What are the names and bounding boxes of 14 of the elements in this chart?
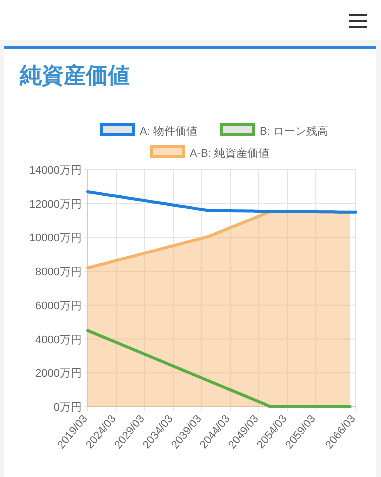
legend-label: A-B: 純資産価値 bbox=[190, 147, 270, 160]
y-tick-label: 6000万円 bbox=[36, 300, 82, 312]
y-tick-label: 0万円 bbox=[54, 402, 82, 414]
y-tick-label: 14000万円 bbox=[29, 165, 82, 177]
legend-label: B: ローン残高 bbox=[260, 125, 328, 138]
y-tick-label: 2000万円 bbox=[36, 368, 82, 380]
line-series bbox=[86, 329, 352, 408]
legend-label: A: 物件価値 bbox=[140, 126, 198, 138]
y-tick-label: 4000万円 bbox=[36, 334, 82, 346]
y-tick-label: 10000万円 bbox=[29, 232, 82, 245]
y-tick-label: 8000万円 bbox=[36, 266, 82, 279]
line-series bbox=[86, 190, 358, 214]
chart-title: 純資産価値 bbox=[19, 63, 130, 88]
y-tick-label: 12000万円 bbox=[29, 198, 82, 211]
